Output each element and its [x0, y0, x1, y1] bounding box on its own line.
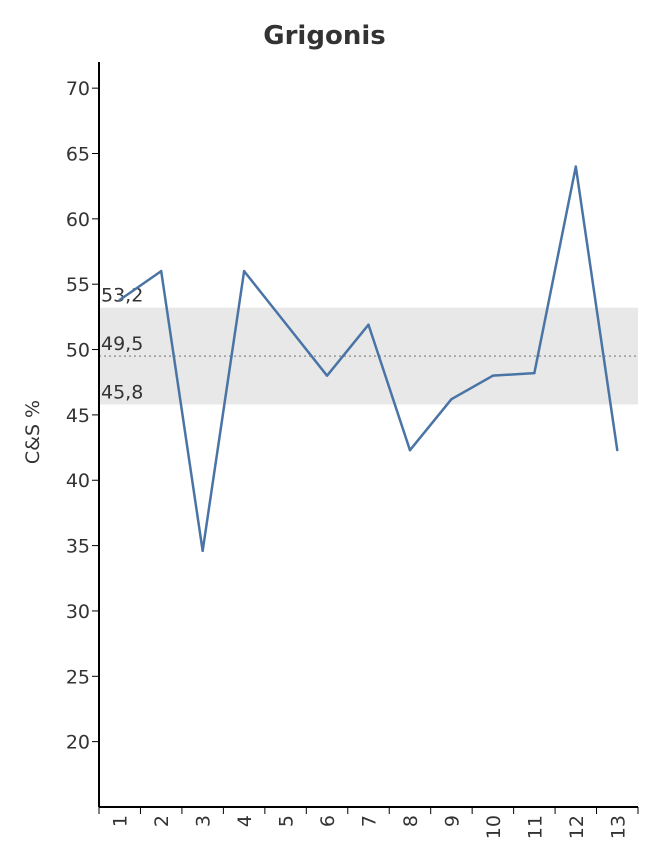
- y-tick-label: 25: [66, 666, 90, 688]
- data-point: [616, 448, 619, 452]
- data-point: [325, 374, 329, 377]
- x-tick-label: 5: [276, 815, 298, 827]
- x-tick-label: 8: [400, 815, 422, 827]
- x-tick-label: 4: [234, 815, 256, 827]
- band-label-low: 45,8: [101, 381, 143, 403]
- y-axis-label: C&S %: [22, 400, 44, 464]
- x-tick-label: 1: [110, 815, 132, 827]
- chart-title: Grigonis: [263, 21, 385, 51]
- x-tick-label: 12: [566, 815, 588, 839]
- y-tick-label: 55: [66, 274, 90, 296]
- y-tick-label: 30: [66, 601, 90, 623]
- band-label-mid: 49,5: [101, 333, 143, 355]
- data-point: [367, 323, 370, 326]
- y-tick-label: 40: [66, 470, 90, 492]
- data-point: [491, 374, 495, 377]
- x-tick-label: 11: [524, 815, 546, 839]
- y-tick-label: 60: [66, 209, 90, 231]
- data-point: [242, 269, 246, 273]
- data-point: [201, 549, 204, 553]
- data-point: [450, 398, 453, 401]
- data-point: [284, 322, 287, 325]
- x-tick-label: 7: [359, 815, 381, 827]
- y-tick-label: 45: [66, 405, 90, 427]
- y-tick-label: 50: [66, 340, 90, 362]
- x-tick-label: 9: [441, 815, 463, 827]
- data-point: [574, 165, 578, 168]
- y-tick-label: 20: [66, 732, 90, 754]
- data-point: [408, 448, 412, 452]
- y-tick-label: 35: [66, 536, 90, 558]
- data-point: [533, 371, 536, 375]
- data-point: [118, 298, 121, 302]
- x-tick-label: 2: [151, 815, 173, 827]
- x-tick-label: 6: [317, 815, 339, 827]
- data-point: [159, 269, 163, 273]
- x-tick-label: 13: [607, 815, 629, 839]
- x-tick-label: 10: [483, 815, 505, 839]
- x-tick-label: 3: [193, 815, 215, 827]
- y-tick-label: 70: [66, 78, 90, 100]
- y-tick-label: 65: [66, 143, 90, 165]
